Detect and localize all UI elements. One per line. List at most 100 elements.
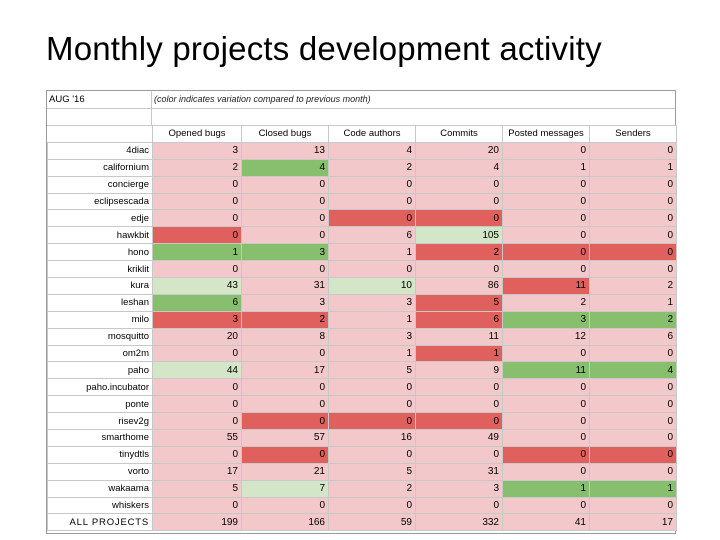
metric-cell: 2 (328, 158, 416, 177)
metric-cell: 0 (589, 445, 677, 464)
metric-cell: 12 (502, 327, 590, 346)
metric-cell: 11 (502, 361, 590, 380)
metric-cell: 3 (241, 293, 329, 312)
project-name: ALL PROJECTS (47, 513, 153, 532)
activity-table-body: 4diac 3 13 4 20 0 0 californium 2 4 2 4 1 1 concierge 0… (47, 141, 677, 532)
metric-cell: 0 (502, 260, 590, 279)
sheet-header-row: AUG '16 (color indicates variation compa… (47, 91, 675, 109)
metric-cell: 3 (152, 310, 242, 329)
metric-cell: 0 (502, 378, 590, 397)
metric-cell: 0 (241, 175, 329, 194)
metric-cell: 0 (415, 445, 503, 464)
metric-cell: 0 (415, 209, 503, 228)
project-name: concierge (47, 175, 153, 194)
metric-cell: 0 (152, 378, 242, 397)
column-header: Commits (415, 125, 503, 143)
metric-cell: 0 (152, 209, 242, 228)
project-name: tinydtls (47, 445, 153, 464)
project-column-header (47, 125, 153, 143)
metric-cell: 0 (241, 209, 329, 228)
metric-cell: 6 (328, 226, 416, 245)
project-name: om2m (47, 344, 153, 363)
metric-cell: 0 (589, 378, 677, 397)
metric-cell: 5 (415, 293, 503, 312)
metric-cell: 0 (152, 395, 242, 414)
table-row: vorto 17 21 5 31 0 0 (47, 462, 677, 481)
metric-cell: 0 (241, 412, 329, 431)
metric-cell: 0 (589, 175, 677, 194)
metric-cell: 0 (152, 412, 242, 431)
metric-cell: 166 (241, 513, 329, 532)
table-row: californium 2 4 2 4 1 1 (47, 158, 677, 177)
metric-cell: 31 (415, 462, 503, 481)
metric-cell: 0 (241, 192, 329, 211)
metric-cell: 1 (589, 479, 677, 498)
metric-cell: 20 (415, 141, 503, 160)
metric-cell: 0 (589, 496, 677, 515)
metric-cell: 0 (328, 412, 416, 431)
metric-cell: 21 (241, 462, 329, 481)
metric-cell: 0 (415, 192, 503, 211)
metric-cell: 11 (502, 277, 590, 295)
metric-cell: 332 (415, 513, 503, 532)
column-header: Code authors (328, 125, 416, 143)
metric-cell: 4 (589, 361, 677, 380)
metric-cell: 0 (502, 395, 590, 414)
metric-cell: 59 (328, 513, 416, 532)
table-row: mosquitto 20 8 3 11 12 6 (47, 327, 677, 346)
metric-cell: 0 (415, 496, 503, 515)
metric-cell: 0 (241, 445, 329, 464)
metric-cell: 0 (152, 175, 242, 194)
metric-cell: 2 (328, 479, 416, 498)
metric-cell: 0 (589, 209, 677, 228)
project-name: kriklit (47, 260, 153, 279)
metric-cell: 2 (152, 158, 242, 177)
metric-cell: 17 (589, 513, 677, 532)
metric-cell: 1 (589, 158, 677, 177)
metric-cell: 0 (589, 141, 677, 160)
metric-cell: 0 (502, 429, 590, 447)
project-name: mosquitto (47, 327, 153, 346)
table-row: risev2g 0 0 0 0 0 0 (47, 412, 677, 431)
metric-cell: 2 (415, 243, 503, 262)
metric-cell: 0 (328, 209, 416, 228)
sheet-blank-row (47, 108, 675, 126)
metric-cell: 16 (328, 429, 416, 447)
metric-cell: 4 (241, 158, 329, 177)
metric-cell: 3 (328, 293, 416, 312)
metric-cell: 0 (502, 445, 590, 464)
metric-cell: 0 (502, 209, 590, 228)
metric-cell: 0 (589, 192, 677, 211)
project-name: kura (47, 277, 153, 295)
metric-cell: 0 (502, 141, 590, 160)
metric-cell: 5 (152, 479, 242, 498)
metric-cell: 0 (328, 445, 416, 464)
metric-cell: 0 (589, 260, 677, 279)
column-header: Closed bugs (241, 125, 329, 143)
metric-cell: 49 (415, 429, 503, 447)
metric-cell: 0 (241, 226, 329, 245)
metric-cell: 1 (328, 310, 416, 329)
column-header-row: Opened bugs Closed bugs Code authors Com… (47, 125, 677, 143)
table-row: paho.incubator 0 0 0 0 0 0 (47, 378, 677, 397)
project-name: leshan (47, 293, 153, 312)
project-name: californium (47, 158, 153, 177)
metric-cell: 2 (241, 310, 329, 329)
color-legend-note: (color indicates variation compared to p… (154, 94, 371, 104)
table-row: eclipsescada 0 0 0 0 0 0 (47, 192, 677, 211)
project-name: 4diac (47, 141, 153, 160)
table-row: edje 0 0 0 0 0 0 (47, 209, 677, 228)
metric-cell: 0 (502, 175, 590, 194)
metric-cell: 9 (415, 361, 503, 380)
metric-cell: 11 (415, 327, 503, 346)
metric-cell: 0 (152, 445, 242, 464)
metric-cell: 1 (502, 479, 590, 498)
project-name: ponte (47, 395, 153, 414)
table-row: kura 43 31 10 86 11 2 (47, 277, 677, 295)
metric-cell: 0 (589, 344, 677, 363)
table-row: whiskers 0 0 0 0 0 0 (47, 496, 677, 515)
metric-cell: 2 (589, 277, 677, 295)
metric-cell: 0 (589, 462, 677, 481)
table-row: wakaama 5 7 2 3 1 1 (47, 479, 677, 498)
metric-cell: 0 (502, 226, 590, 245)
